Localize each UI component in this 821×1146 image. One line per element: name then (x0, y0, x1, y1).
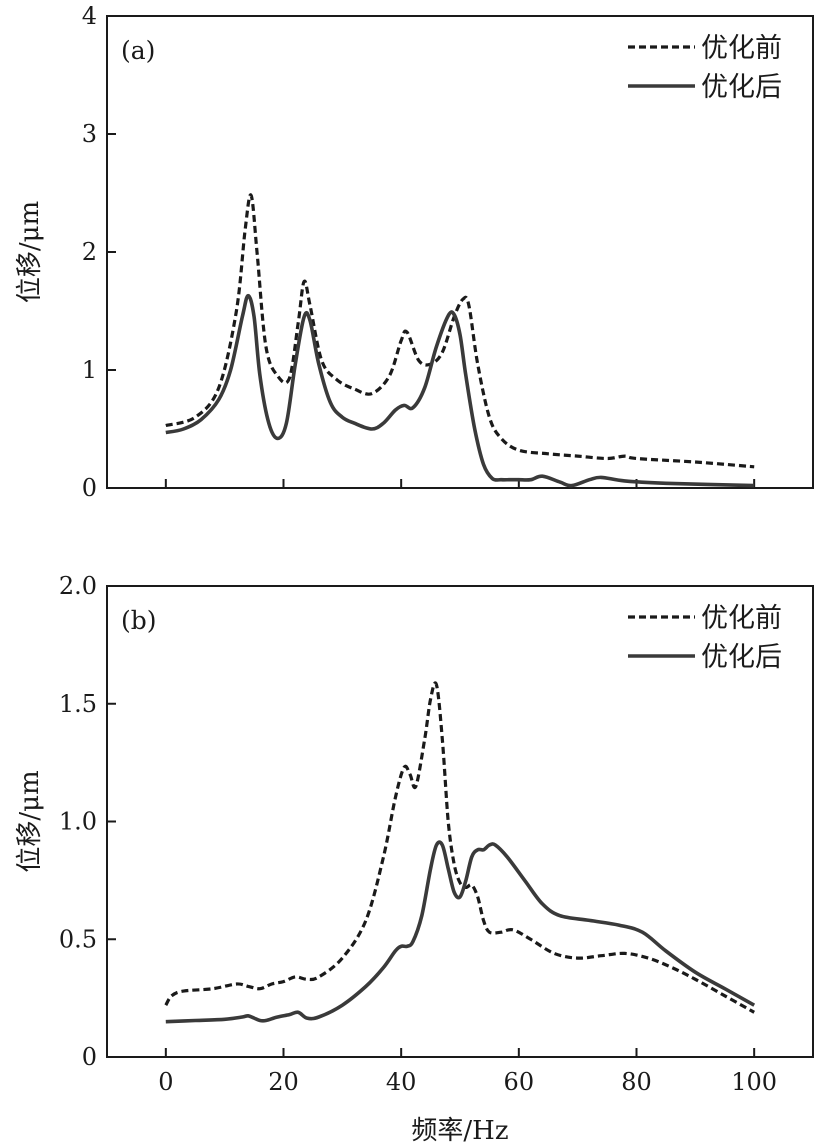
panel-a-ticks: 0 1 2 3 4 (82, 2, 756, 502)
panel-b-y-tick-label-1: 0.5 (59, 925, 97, 953)
panel-b-x-axis-title: 频率/Hz (411, 1116, 508, 1146)
chart-panel-b: 0 0.5 1.0 1.5 2.0 0 20 40 60 80 100 (b) 位移/μm 频率/H… (15, 572, 814, 1146)
panel-a-series-after-line (165, 293, 755, 488)
panel-b-y-tick-label-0: 0 (82, 1043, 97, 1071)
panel-b-legend: 优化前 优化后 (628, 603, 782, 673)
panel-b-y-axis-title: 位移/μm (15, 770, 45, 872)
panel-a-y-tick-label-1: 1 (82, 356, 97, 384)
panel-b-series-after-line (165, 840, 756, 1024)
panel-b-series (164, 681, 756, 1024)
panel-b-x-tick-label-2: 40 (386, 1068, 417, 1096)
panel-a-y-tick-label-4: 4 (82, 2, 97, 30)
panel-a-label: (a) (121, 36, 155, 65)
panel-a-legend-label-after: 优化后 (701, 72, 782, 103)
panel-b-y-tick-label-2: 1.0 (59, 808, 97, 836)
panel-a-series (165, 193, 755, 488)
panel-a-series-before-line (165, 193, 755, 469)
panel-b-y-tick-label-3: 1.5 (59, 690, 97, 718)
panel-b-ticks: 0 0.5 1.0 1.5 2.0 0 20 40 60 80 100 (59, 572, 777, 1096)
panel-b-x-tick-label-4: 80 (621, 1068, 652, 1096)
panel-b-series-before-line (164, 681, 755, 1014)
panel-a-legend: 优化前 优化后 (628, 33, 782, 103)
panel-a-y-tick-label-2: 2 (82, 238, 97, 266)
panel-b-label: (b) (121, 606, 157, 635)
panel-b-x-tick-label-0: 0 (158, 1068, 173, 1096)
panel-b-x-tick-label-5: 100 (731, 1068, 777, 1096)
panel-a-y-tick-label-3: 3 (82, 120, 97, 148)
panel-b-x-tick-label-3: 60 (504, 1068, 535, 1096)
panel-a-y-axis-title: 位移/μm (15, 201, 45, 303)
chart-panel-a: 0 1 2 3 4 (a) 位移/μm 优化前 优化后 (15, 2, 814, 502)
panel-b-plot-frame (106, 585, 814, 1058)
panel-b-y-tick-label-4: 2.0 (59, 572, 97, 600)
panel-b-x-tick-label-1: 20 (268, 1068, 299, 1096)
panel-a-legend-label-before: 优化前 (701, 33, 782, 64)
panel-a-y-tick-label-0: 0 (82, 474, 97, 502)
panel-b-legend-label-before: 优化前 (701, 603, 782, 634)
panel-a-plot-frame (106, 15, 814, 489)
panel-b-legend-label-after: 优化后 (701, 642, 782, 673)
